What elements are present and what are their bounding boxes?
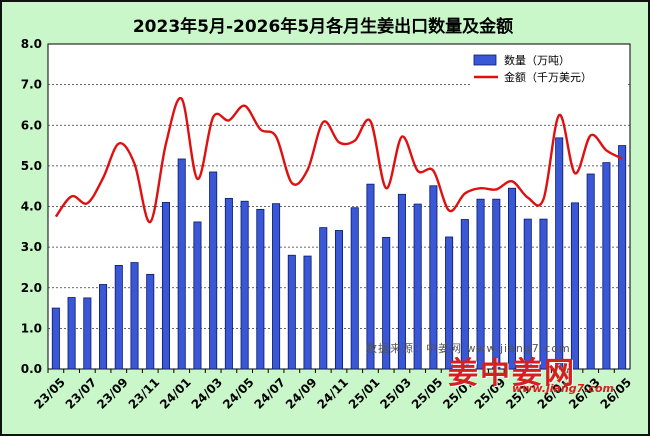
y-tick-label: 4.0 <box>21 200 42 214</box>
bar <box>161 202 170 370</box>
bar <box>272 203 281 370</box>
bar <box>130 262 139 370</box>
bar <box>350 207 359 370</box>
legend-swatch-quantity <box>473 54 497 66</box>
x-tick-label: 24/11 <box>314 375 351 412</box>
bar <box>193 221 202 370</box>
bar <box>224 197 233 370</box>
bar <box>397 193 406 370</box>
bar <box>83 297 92 370</box>
x-tick-label: 25/03 <box>377 375 414 412</box>
y-tick-label: 7.0 <box>21 78 42 92</box>
bar <box>539 218 548 370</box>
bar <box>586 173 595 370</box>
bar <box>303 255 312 370</box>
bar <box>146 273 155 370</box>
bar <box>445 236 454 370</box>
x-tick-label: 24/05 <box>220 375 257 412</box>
bar <box>319 227 328 370</box>
x-tick-label: 23/07 <box>63 375 100 412</box>
series-line-amount <box>54 97 623 224</box>
bar <box>334 230 344 370</box>
y-tick-label: 0.0 <box>21 362 42 376</box>
site-logo: 姜中姜网 www.jiang7.com <box>448 348 618 395</box>
logo-main-text: 姜中姜网 <box>448 356 576 391</box>
bar <box>67 297 76 370</box>
x-tick-label: 23/09 <box>94 375 131 412</box>
bar <box>209 171 218 370</box>
bar <box>476 198 485 370</box>
x-tick-label: 23/11 <box>126 375 163 412</box>
x-tick-label: 25/01 <box>346 375 383 412</box>
bar <box>618 145 627 370</box>
bar <box>240 200 249 370</box>
y-tick-label: 8.0 <box>21 37 42 51</box>
legend-label-amount: 金额（千万美元） <box>504 70 592 84</box>
bar <box>256 208 265 370</box>
bar <box>99 284 108 370</box>
x-tick-label: 24/07 <box>252 375 289 412</box>
x-tick-label: 25/05 <box>409 375 446 412</box>
bar <box>287 254 296 370</box>
x-tick-label: 24/01 <box>157 375 194 412</box>
y-tick-label: 5.0 <box>21 159 42 173</box>
data-source-watermark: 数据来源：中姜网 www.jiang7.com <box>366 342 571 355</box>
bar <box>114 265 123 370</box>
logo-url-text: www.jiang7.com <box>512 382 615 395</box>
bar <box>177 158 186 370</box>
bar <box>570 202 579 370</box>
y-tick-label: 3.0 <box>21 240 42 254</box>
bar <box>460 219 469 370</box>
chart-title: 2023年5月-2026年5月各月生姜出口数量及金额 <box>132 17 514 37</box>
bar <box>51 307 60 370</box>
bar <box>366 183 375 370</box>
y-tick-label: 1.0 <box>21 321 42 335</box>
bar <box>382 236 391 370</box>
x-tick-label: 24/09 <box>283 375 320 412</box>
bar <box>492 198 501 370</box>
y-tick-label: 2.0 <box>21 281 42 295</box>
y-tick-label: 6.0 <box>21 118 42 132</box>
bar <box>602 162 611 370</box>
bar <box>523 218 532 370</box>
bar <box>429 185 438 370</box>
legend-label-quantity: 数量（万吨） <box>504 54 570 67</box>
bar <box>508 187 517 370</box>
x-tick-label: 24/03 <box>189 375 226 412</box>
x-tick-label: 23/05 <box>31 375 68 412</box>
bar <box>555 137 564 370</box>
bar <box>413 203 422 370</box>
